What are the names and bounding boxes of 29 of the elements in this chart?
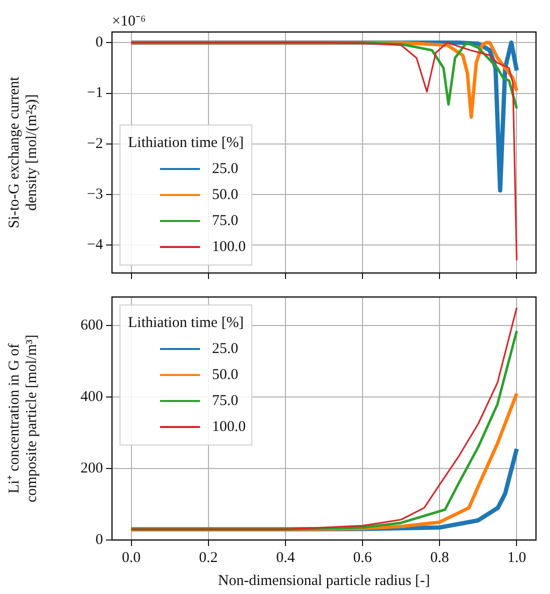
legend-label: 100.0 — [212, 418, 246, 435]
legend-label: 75.0 — [212, 212, 238, 229]
y-tick-label: 600 — [80, 318, 103, 334]
legend-label: 25.0 — [212, 340, 238, 357]
x-tick-label: 0.4 — [276, 550, 296, 566]
legend-label: 75.0 — [212, 392, 238, 409]
x-tick-label: 0.2 — [198, 550, 218, 566]
x-tick-label: 0.0 — [122, 550, 141, 566]
legend-label: 50.0 — [212, 366, 238, 383]
y-axis-title: Li⁺ concentration in G of composite particle [mol/m³] — [6, 334, 40, 502]
y-tick-label: −2 — [87, 136, 103, 152]
y-tick-label: 200 — [80, 460, 103, 476]
x-tick-label: 1.0 — [507, 550, 526, 566]
x-axis-title: Non-dimensional particle radius [-] — [218, 572, 430, 589]
text: ×10⁻⁶ — [112, 13, 146, 30]
y-tick-label: −3 — [87, 186, 103, 202]
y-axis-title: Si-to-G exchange current density [mol/(m²s)] — [6, 76, 40, 228]
y-tick-label: −4 — [87, 237, 104, 254]
y-tick-label: 0 — [96, 532, 103, 548]
y-tick-label: 400 — [80, 388, 103, 405]
legend-label: 100.0 — [212, 238, 246, 255]
x-tick-label: 0.6 — [353, 550, 372, 566]
y-tick-label: −1 — [87, 85, 103, 102]
y-tick-label: 0 — [96, 34, 103, 51]
legend-title: Lithiation time [%] — [128, 314, 244, 331]
legend-label: 50.0 — [212, 186, 238, 203]
legend-label: 25.0 — [212, 160, 238, 177]
legend-title: Lithiation time [%] — [128, 134, 244, 151]
x-tick-label: 0.8 — [430, 550, 450, 566]
